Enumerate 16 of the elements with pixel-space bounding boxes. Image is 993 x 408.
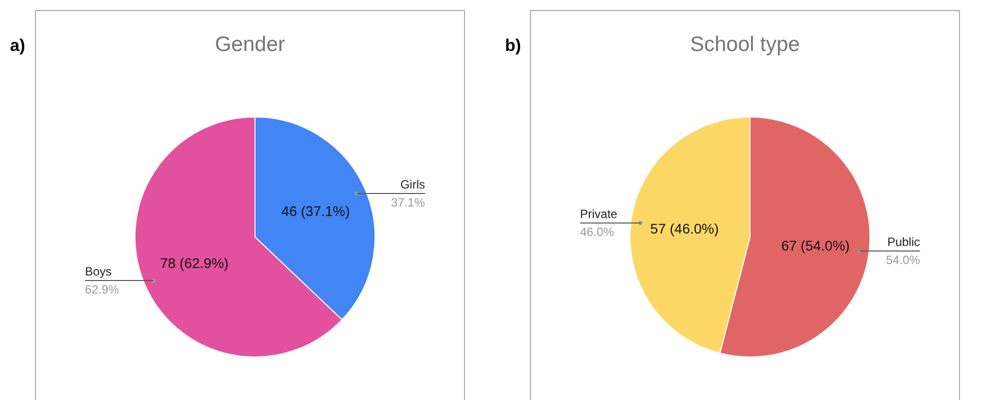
text: 62.9%	[85, 282, 120, 297]
data-label: 46 (37.1%)	[281, 202, 350, 219]
slice-label: Girls	[400, 177, 425, 192]
slice-label: Public	[887, 234, 920, 249]
chart-title: School type	[689, 33, 801, 57]
text: 46.0%	[580, 225, 614, 240]
text: b)	[505, 36, 522, 56]
text: a)	[10, 36, 26, 56]
text: 54.0%	[886, 252, 920, 267]
text: 37.1%	[390, 195, 425, 210]
chart-title: Gender	[214, 33, 286, 57]
data-label: 67 (54.0%)	[781, 237, 850, 254]
data-label: 78 (62.9%)	[160, 255, 229, 272]
slice-label: Private	[580, 207, 618, 222]
slice-label: Boys	[85, 264, 112, 279]
data-label: 57 (46.0%)	[650, 220, 719, 237]
